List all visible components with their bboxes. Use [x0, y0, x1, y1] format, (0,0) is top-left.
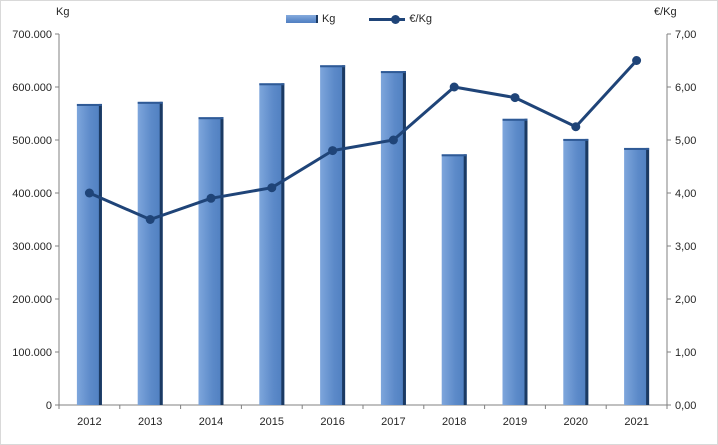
bar-2020: [563, 138, 589, 405]
right-axis-tick-label: 0,00: [675, 400, 696, 412]
right-axis-title: €/Kg: [654, 6, 677, 18]
x-axis-category-label: 2012: [77, 416, 101, 428]
line-marker-2012: [84, 188, 94, 198]
line-marker-2020: [571, 122, 581, 132]
x-axis-category-label: 2019: [503, 416, 527, 428]
left-axis-tick-label: 400.000: [12, 188, 52, 200]
left-axis-tick-label: 500.000: [12, 135, 52, 147]
x-axis-category-label: 2018: [442, 416, 466, 428]
right-axis-tick-label: 7,00: [675, 29, 696, 41]
eur-per-kg-line: [87, 59, 639, 221]
legend-eur-kg-label: €/Kg: [409, 13, 433, 25]
right-axis-tick-label: 6,00: [675, 82, 696, 94]
x-axis-category-label: 2017: [381, 416, 405, 428]
line-marker-2017: [388, 135, 398, 145]
right-axis-tick-label: 3,00: [675, 241, 696, 253]
bar-2014: [198, 117, 224, 406]
line-marker-2015: [267, 183, 277, 193]
right-axis-tick-label: 4,00: [675, 188, 696, 200]
left-axis-title: Kg: [56, 6, 70, 18]
line-marker-2019: [510, 93, 520, 103]
bar-2018: [441, 154, 467, 405]
line-marker-2014: [206, 193, 216, 203]
bar-2017: [380, 71, 406, 405]
bar-2021: [624, 147, 650, 405]
line-marker-2018: [449, 82, 459, 92]
left-axis-tick-label: 600.000: [12, 82, 52, 94]
bar-2016: [320, 65, 346, 406]
left-axis-tick-label: 700.000: [12, 29, 52, 41]
bar-2012: [76, 103, 102, 406]
bar-2015: [259, 83, 285, 405]
bar-series-swatch: [285, 15, 318, 23]
legend-item-kg: Kg: [285, 13, 336, 25]
left-axis-tick-label: 200.000: [12, 294, 52, 306]
line-marker-2021: [632, 56, 642, 65]
legend-item-eur-kg: €/Kg: [369, 13, 432, 25]
right-axis-tick-label: 1,00: [675, 347, 696, 359]
left-axis-tick-label: 100.000: [12, 347, 52, 359]
x-axis-category-label: 2016: [320, 416, 344, 428]
left-axis-tick-label: 300.000: [12, 241, 52, 253]
x-axis-category-label: 2015: [260, 416, 284, 428]
line-series-swatch: [369, 14, 406, 24]
line-marker-2013: [145, 215, 155, 224]
left-axis-tick-label: 0: [46, 400, 52, 412]
line-marker-2016: [328, 146, 338, 156]
legend-kg-label: Kg: [321, 13, 336, 25]
x-axis-category-label: 2014: [199, 416, 223, 428]
x-axis-category-label: 2021: [624, 416, 648, 428]
x-axis-category-label: 2020: [564, 416, 588, 428]
x-axis-category-label: 2013: [138, 416, 162, 428]
right-axis-tick-label: 2,00: [675, 294, 696, 306]
bar-2013: [137, 101, 163, 405]
legend: Kg €/Kg: [1, 13, 717, 25]
bar-2019: [502, 118, 528, 406]
right-axis-tick-label: 5,00: [675, 135, 696, 147]
